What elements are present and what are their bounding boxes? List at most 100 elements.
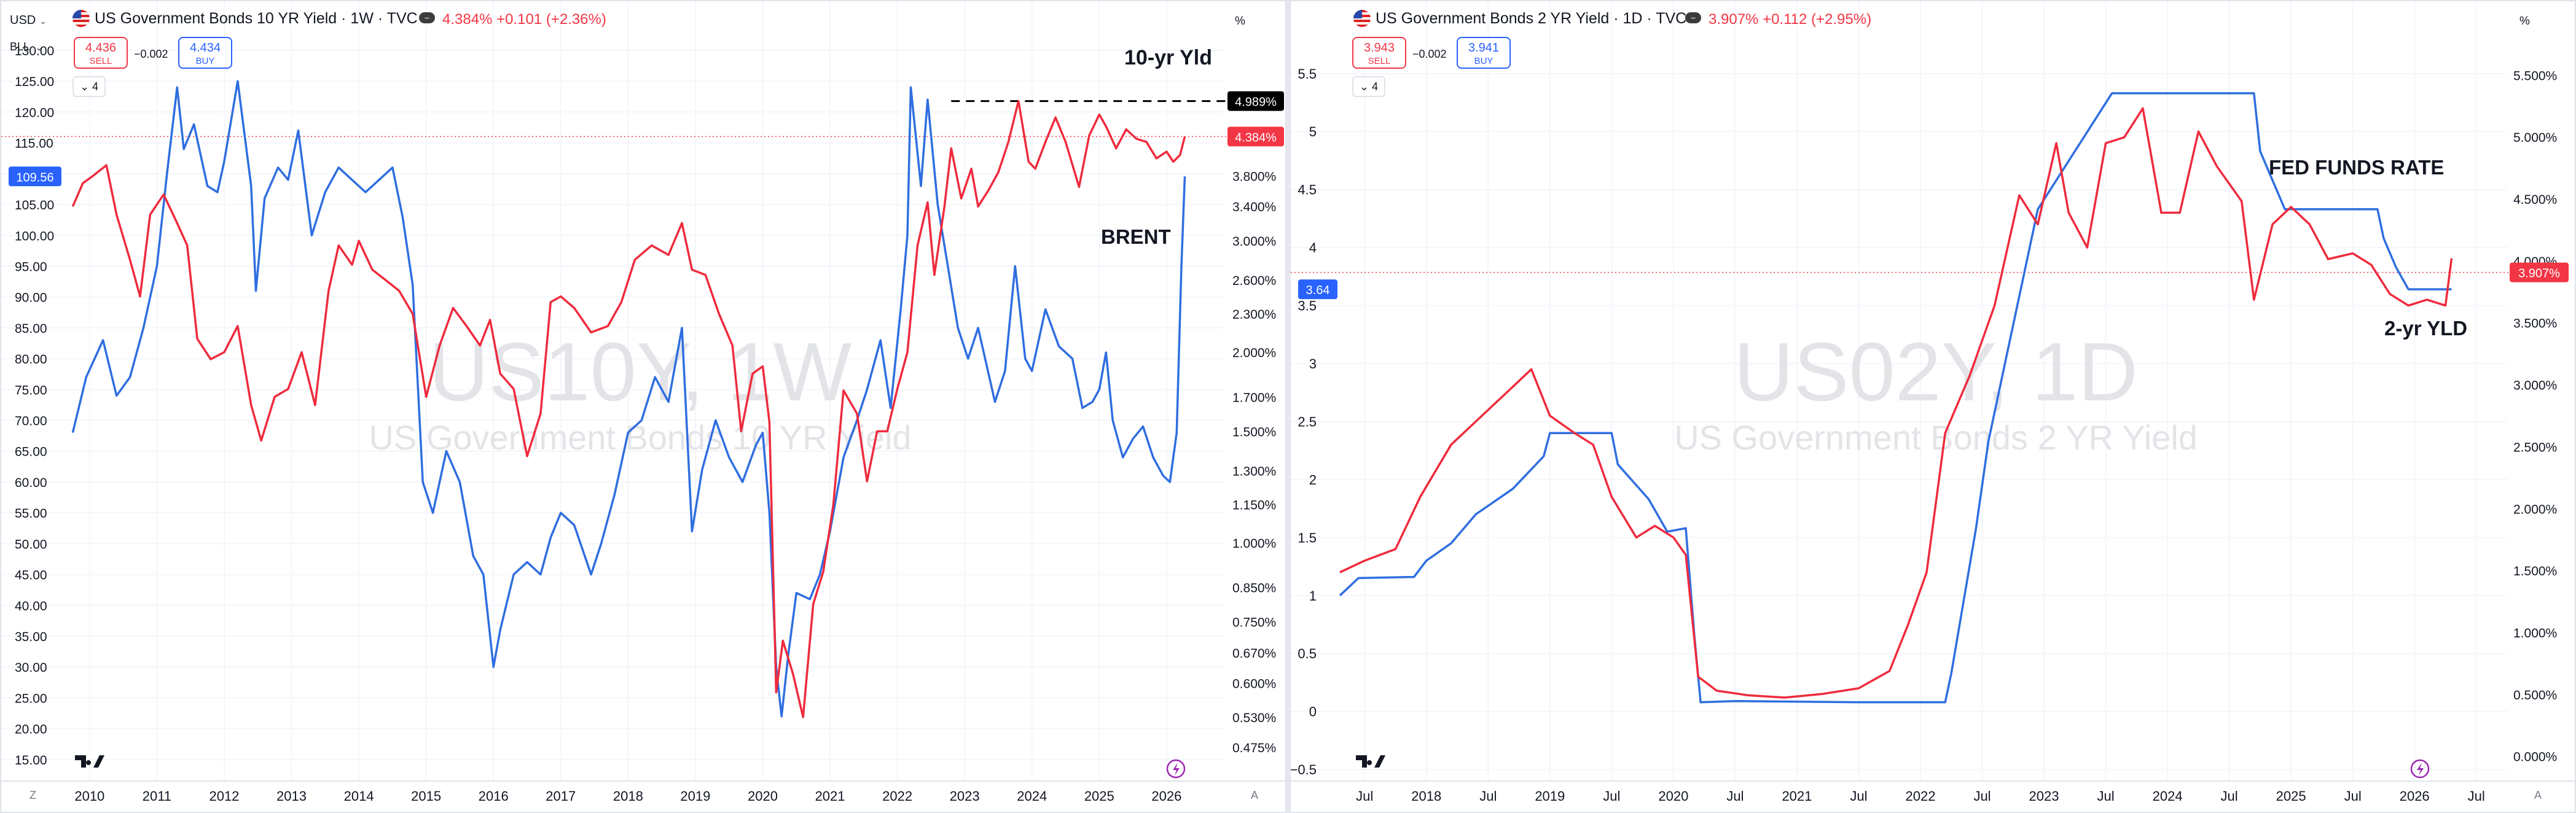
series-line-brent — [71, 80, 1186, 718]
y-tick-right: 0.475% — [1232, 741, 1276, 755]
y-tick-left: 20.00 — [15, 723, 47, 737]
x-tick: 2020 — [1658, 788, 1688, 804]
lightning-bolt — [2417, 763, 2424, 776]
x-tick: 2018 — [1411, 788, 1441, 804]
percent-scale-label[interactable]: % — [2519, 15, 2530, 28]
y-tick-left: 5.5 — [1298, 66, 1317, 82]
chart-panel-10yr[interactable]: US10Y, 1W US Government Bonds 10 YR Yield… — [0, 0, 1286, 813]
annotation-10yr-yld: 10-yr Yld — [1124, 46, 1212, 69]
percent-scale-label[interactable]: % — [1235, 15, 1245, 28]
y-tick-right: 2.500% — [2513, 440, 2557, 454]
tradingview-logo-icon — [1356, 755, 1385, 768]
y-tick-right: 2.000% — [2513, 502, 2557, 516]
y-tick-left: 3 — [1309, 356, 1317, 371]
y-tick-left: 120.00 — [15, 106, 54, 120]
y-tick-left: 1 — [1309, 588, 1317, 604]
x-tick: 2024 — [1017, 788, 1047, 804]
badge-last-bg — [2510, 262, 2569, 282]
y-tick-left: 85.00 — [15, 322, 47, 336]
buy-price: 4.434 — [189, 41, 221, 55]
sell-button[interactable]: 3.943 SELL — [1352, 37, 1406, 69]
minimize-icon[interactable]: − — [1685, 12, 1701, 23]
x-tick: 2025 — [1084, 788, 1114, 804]
y-tick-left: 60.00 — [15, 476, 47, 490]
us-flag-icon — [1353, 10, 1371, 27]
y-tick-right: 4.500% — [2513, 193, 2557, 207]
buy-label: BUY — [1474, 56, 1494, 66]
y-tick-right: 1.500% — [2513, 564, 2557, 578]
symbol-title[interactable]: US Government Bonds 10 YR Yield · 1W · T… — [95, 10, 418, 27]
x-tick: 2019 — [1535, 788, 1565, 804]
sell-price: 3.943 — [1363, 41, 1395, 55]
y-tick-right: 0.530% — [1232, 711, 1276, 725]
y-tick-right: 0.750% — [1232, 616, 1276, 630]
x-tick: Jul — [1726, 788, 1744, 804]
unit-label[interactable]: BLL ⌄ — [10, 41, 42, 53]
x-tick: 2017 — [546, 788, 576, 804]
x-tick: 2011 — [143, 788, 171, 804]
auto-scale-button[interactable]: A — [1251, 789, 1259, 801]
spread-value: −0.002 — [1412, 48, 1447, 60]
sell-button[interactable]: 4.436 SELL — [74, 37, 128, 69]
sell-label: SELL — [89, 56, 112, 66]
y-tick-left: 30.00 — [15, 661, 47, 675]
y-tick-right: 2.000% — [1232, 346, 1276, 360]
y-tick-right: 0.600% — [1232, 677, 1276, 691]
x-tick: 2021 — [815, 788, 845, 804]
panel-divider[interactable] — [1286, 0, 1290, 813]
lightning-icon — [2410, 759, 2430, 779]
x-tick: Jul — [2344, 788, 2362, 804]
y-tick-left: 2 — [1309, 472, 1317, 488]
y-tick-left: 55.00 — [15, 507, 47, 521]
y-tick-right: 0.000% — [2513, 750, 2557, 764]
y-tick-left: 70.00 — [15, 414, 47, 429]
y-tick-right: 1.500% — [1232, 425, 1276, 439]
buy-button[interactable]: 4.434 BUY — [178, 37, 232, 69]
badge-last-bg — [1227, 126, 1284, 147]
y-tick-left: 100.00 — [15, 229, 54, 243]
y-tick-left: 45.00 — [15, 569, 47, 583]
y-tick-right: 1.300% — [1232, 464, 1276, 478]
minimize-icon[interactable]: − — [419, 12, 435, 23]
x-tick: 2016 — [479, 788, 509, 804]
chevron-down-icon: ⌄ — [1359, 80, 1369, 93]
annotation-brent: BRENT — [1101, 225, 1171, 248]
indicators-collapse-button[interactable]: ⌄ 4 — [1352, 76, 1385, 97]
y-tick-left: 25.00 — [15, 691, 47, 706]
indicators-collapse-button[interactable]: ⌄ 4 — [72, 76, 106, 97]
timezone-label[interactable]: Z — [29, 789, 36, 801]
spread-value: −0.002 — [134, 48, 168, 60]
badge-ffr-bg — [1298, 279, 1337, 300]
chevron-down-icon: ⌄ — [36, 43, 42, 52]
auto-scale-button[interactable]: A — [2534, 789, 2542, 801]
chevron-down-icon: ⌄ — [39, 16, 47, 26]
badge-last-value: 3.907% — [2518, 267, 2560, 281]
badge-last-value: 4.384% — [1235, 131, 1277, 144]
x-tick: 2026 — [1151, 788, 1181, 804]
y-tick-left: 2.5 — [1298, 414, 1317, 429]
y-tick-left: 1.5 — [1298, 530, 1317, 545]
y-tick-right: 3.000% — [1232, 235, 1276, 249]
y-tick-right: 0.500% — [2513, 688, 2557, 702]
badge-peak-value: 4.989% — [1235, 96, 1277, 109]
header-price-change: 3.907% +0.112 (+2.95%) — [1709, 11, 1872, 28]
y-tick-left: 75.00 — [15, 383, 47, 397]
y-tick-right: 1.000% — [2513, 626, 2557, 640]
us-flag-icon — [72, 10, 90, 27]
y-tick-right: 2.600% — [1232, 274, 1276, 288]
x-tick: Jul — [1973, 788, 1991, 804]
chart-header-10yr: USD ⌄ US Government Bonds 10 YR Yield · 1… — [1, 1, 1285, 38]
y-tick-left: 95.00 — [15, 260, 47, 274]
currency-selector[interactable]: USD ⌄ — [10, 14, 47, 27]
chart-panel-2yr[interactable]: US02Y, 1D US Government Bonds 2 YR Yield −… — [1290, 0, 2576, 813]
y-tick-left: 65.00 — [15, 445, 47, 459]
y-tick-left: 115.00 — [15, 137, 53, 151]
x-tick: 2013 — [276, 788, 307, 804]
buy-price: 3.941 — [1468, 41, 1500, 55]
badge-ffr-value: 3.64 — [1306, 284, 1330, 297]
y-tick-left: 3.5 — [1298, 298, 1317, 314]
buy-button[interactable]: 3.941 BUY — [1457, 37, 1511, 69]
symbol-title[interactable]: US Government Bonds 2 YR Yield · 1D · TV… — [1376, 10, 1687, 27]
